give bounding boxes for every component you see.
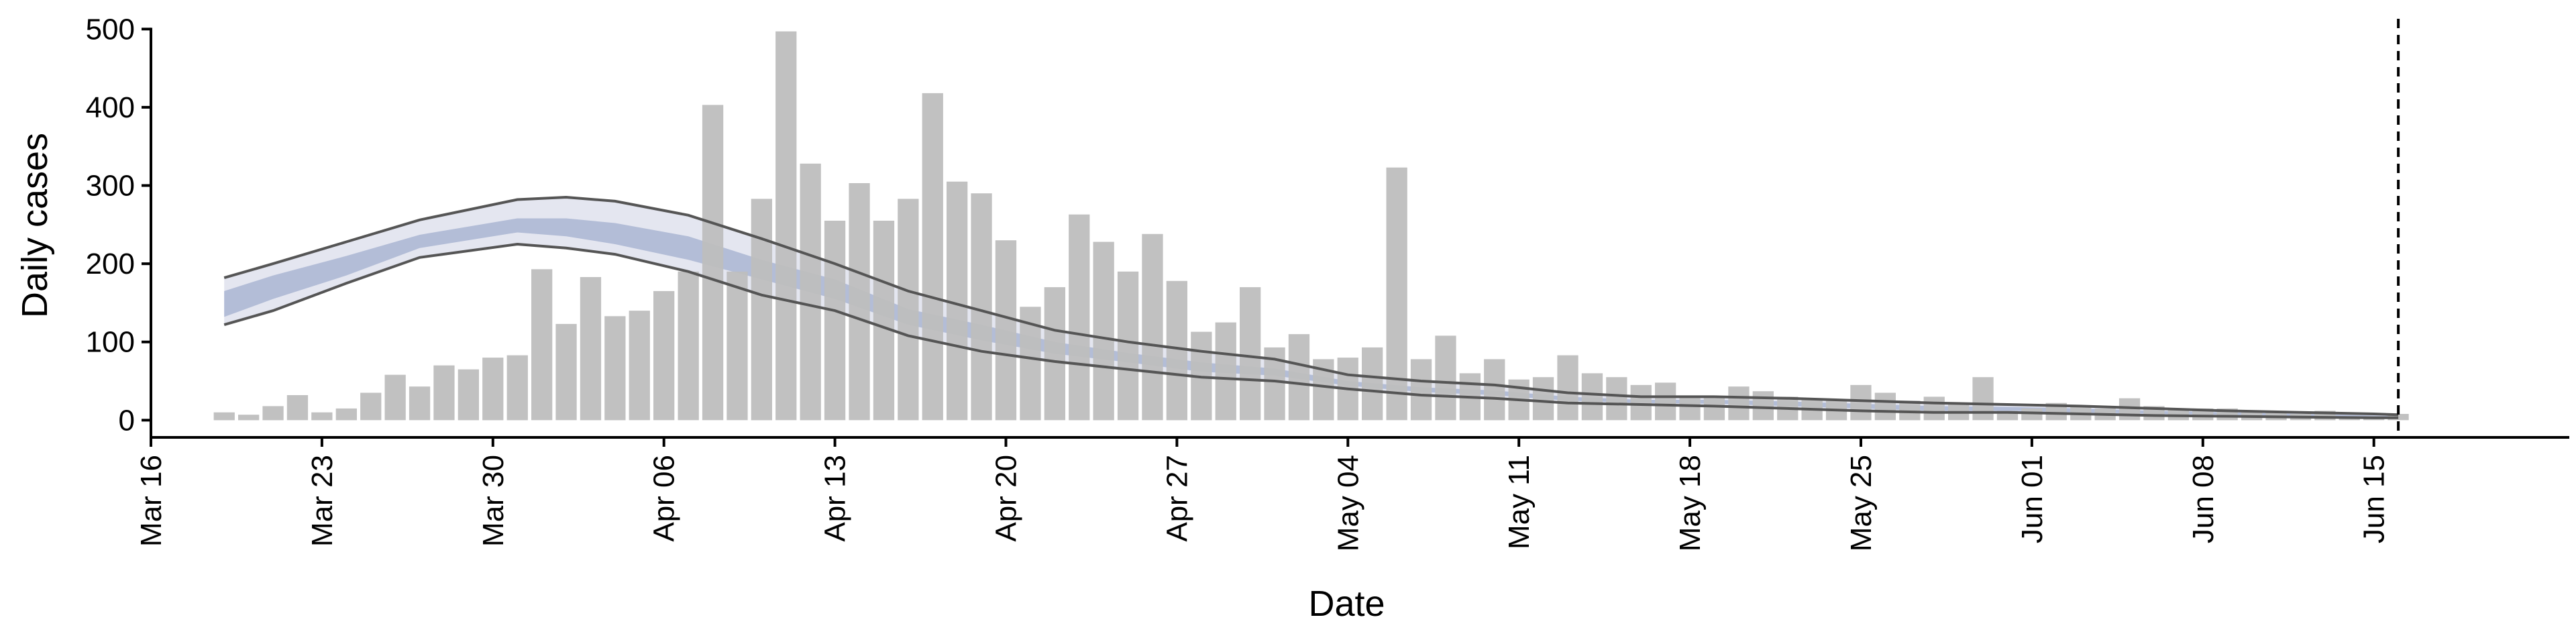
bar-2020-04-18 [947,181,968,421]
bar-2020-05-25 [1850,384,1872,421]
bar-2020-03-29 [458,369,479,421]
bar-2020-04-11 [775,31,797,421]
x-tick-label: Jun 01 [2016,455,2049,543]
bar-2020-04-13 [824,221,846,421]
bar-2020-05-21 [1752,391,1774,421]
x-tick-label: Mar 16 [135,455,168,547]
bar-2020-04-01 [531,269,553,421]
bar-2020-04-26 [1142,233,1163,421]
bar-2020-04-30 [1240,287,1261,421]
bar-2020-05-13 [1557,355,1578,421]
bar-2020-04-23 [1069,214,1090,421]
bar-2020-05-26 [1874,392,1896,421]
y-axis: 0 100 200 300 400 500 [86,13,152,437]
bar-2020-03-19 [213,412,235,421]
x-tick-label: Mar 30 [477,455,510,547]
bar-2020-04-20 [995,240,1017,421]
bar-2020-03-27 [409,386,431,421]
bar-2020-05-15 [1606,377,1627,421]
bar-2020-05-07 [1410,359,1432,421]
bar-2020-04-27 [1166,280,1187,421]
x-tick-label: May 04 [1332,455,1364,551]
bar-2020-04-02 [555,323,577,421]
bar-2020-06-07 [2167,408,2189,421]
bar-2020-05-14 [1581,373,1603,421]
bar-2020-04-16 [898,199,919,421]
y-axis-title: Daily cases [15,133,55,318]
bar-2020-03-23 [311,412,333,421]
x-tick-label: Apr 27 [1161,455,1193,542]
y-ticks: 0 100 200 300 400 500 [86,13,151,437]
bar-2020-04-15 [873,221,895,421]
bar-2020-04-08 [702,105,724,421]
bar-2020-05-28 [1923,396,1945,421]
y-tick-label: 200 [86,248,135,280]
x-tick-label: May 18 [1674,455,1707,551]
bar-2020-04-09 [727,271,748,421]
x-ticks: Mar 16 Mar 23 Mar 30 Apr 06 Apr 13 Apr 20 Apr … [135,437,2391,551]
x-tick-label: Jun 08 [2187,455,2220,543]
bar-2020-03-26 [384,374,406,421]
y-tick-label: 0 [119,404,135,437]
bar-2020-03-25 [360,392,382,421]
bar-2020-04-03 [580,277,602,421]
lower-bound-line [223,242,2399,419]
bar-2020-04-14 [849,183,870,421]
x-tick-label: Mar 23 [306,455,339,547]
bar-2020-03-28 [433,365,455,421]
x-axis: Mar 16 Mar 23 Mar 30 Apr 06 Apr 13 Apr 20 Apr … [135,436,2569,551]
y-tick-label: 400 [86,91,135,124]
bar-2020-04-05 [629,311,650,421]
bar-2020-06-01 [2021,408,2043,421]
y-tick-label: 300 [86,170,135,203]
x-tick-label: Apr 20 [989,455,1022,542]
x-tick-label: May 11 [1503,455,1536,549]
bar-2020-05-05 [1362,347,1383,421]
bar-2020-03-22 [286,395,309,421]
bar-2020-05-12 [1532,377,1554,421]
bar-2020-03-31 [506,355,528,421]
bar-2020-03-21 [262,406,284,421]
bar-2020-05-18 [1679,396,1701,421]
bar-2020-04-10 [751,199,772,421]
x-tick-label: Jun 15 [2358,455,2391,543]
bar-2020-03-30 [482,358,504,421]
bar-2020-05-20 [1728,386,1750,421]
x-axis-title: Date [1308,584,1385,624]
bar-2020-04-29 [1215,322,1236,421]
bar-2020-05-17 [1655,382,1676,421]
bar-2020-04-06 [653,290,675,421]
bar-2020-04-22 [1044,287,1065,421]
bar-2020-04-24 [1093,241,1114,421]
x-tick-label: Apr 13 [819,455,852,542]
bound-lines [223,195,2399,419]
bar-2020-04-04 [604,316,626,421]
bar-2020-04-12 [800,163,821,421]
x-tick-label: May 25 [1845,455,1878,551]
bar-2020-05-16 [1630,384,1652,421]
bar-2020-05-06 [1386,167,1407,421]
bar-2020-03-20 [238,415,260,421]
bar-2020-05-02 [1288,334,1310,421]
bar-2020-03-24 [335,408,357,421]
x-tick-label: Apr 06 [648,455,681,542]
bar-2020-05-08 [1435,335,1456,421]
y-tick-label: 100 [86,326,135,359]
bar-2020-04-19 [971,193,992,421]
bar-2020-05-19 [1703,396,1725,421]
y-tick-label: 500 [86,13,135,46]
bar-2020-04-17 [922,93,943,421]
bar-2020-04-07 [678,271,699,421]
bar-2020-04-25 [1117,271,1139,421]
upper-bound-line [223,195,2399,417]
bar-2020-05-10 [1484,359,1505,421]
